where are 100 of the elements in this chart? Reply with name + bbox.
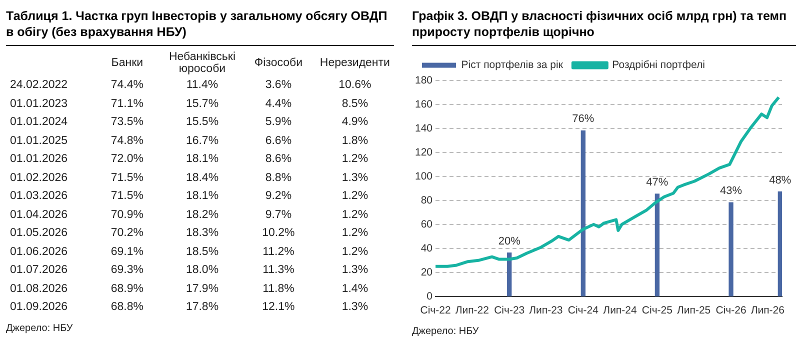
bar xyxy=(778,191,782,296)
y-tick-label: 140 xyxy=(414,122,433,134)
data-label: 11.3% xyxy=(262,263,296,278)
category-label: 01.06.2026 xyxy=(9,244,69,260)
data-label: 70.2% xyxy=(110,226,144,242)
data-label: 6.6% xyxy=(264,134,293,149)
category-label: 01.01.2026 xyxy=(9,152,69,168)
bar xyxy=(728,202,734,296)
data-label: 1.3% xyxy=(340,300,370,316)
data-label: 74.4% xyxy=(110,78,144,94)
data-label: 69.1% xyxy=(110,244,144,260)
data-label: 4.4% xyxy=(264,96,293,112)
data-label: 1.3% xyxy=(340,170,370,186)
data-label: 5.9% xyxy=(264,115,293,130)
x-tick-label: Січ-26 xyxy=(716,304,746,317)
data-label: 3.6% xyxy=(264,78,293,94)
data-label: 74.8% xyxy=(110,134,144,149)
text: Джерело: НБУ xyxy=(412,326,480,337)
text: Таблиця 1. Частка груп Інвесторів у загальному обсягу ОВДП в обігу (без врахування НБУ) xyxy=(6,8,394,46)
legend-label: Ріст портфелів за рік xyxy=(461,59,564,72)
y-tick-label: 40 xyxy=(420,242,433,254)
data-label: 1.2% xyxy=(340,226,370,242)
data-label: 18.4% xyxy=(184,170,220,186)
data-label: 47% xyxy=(646,176,668,188)
data-label: 73.5% xyxy=(110,115,144,130)
data-label: 71.5% xyxy=(110,170,144,186)
chart-title: Графік 3. ОВДП у власності фізичних осіб млрд грн) та темп приросту портфелів щорічно xyxy=(412,8,796,46)
data-label: 70.9% xyxy=(110,208,144,223)
x-tick-label: Січ-22 xyxy=(420,304,451,317)
category-label: 01.05.2026 xyxy=(9,226,69,242)
data-label: 18.3% xyxy=(184,226,220,242)
category-label: 01.07.2026 xyxy=(9,263,69,278)
data-label: 68.9% xyxy=(110,282,144,297)
category-label: 01.01.2025 xyxy=(9,134,69,149)
text: Фізособи xyxy=(253,56,304,71)
category-label: 24.02.2022 xyxy=(9,78,69,94)
data-label: 15.7% xyxy=(184,96,220,112)
text: Банки xyxy=(110,56,144,71)
data-label: 9.7% xyxy=(264,208,293,223)
data-label: 17.8% xyxy=(184,300,220,316)
data-label: 68.8% xyxy=(110,300,144,316)
y-tick-label: 180 xyxy=(414,74,433,86)
data-label: 16.7% xyxy=(184,134,220,149)
data-label: 10.2% xyxy=(261,226,296,242)
category-label: 01.01.2023 xyxy=(9,96,69,112)
data-label: 1.8% xyxy=(340,134,370,149)
category-label: 01.01.2024 xyxy=(9,115,69,130)
text: Джерело: НБУ xyxy=(6,322,74,334)
category-label: 01.03.2026 xyxy=(9,189,69,204)
category-label: 01.09.2026 xyxy=(9,300,69,316)
data-label: 8.8% xyxy=(264,170,293,186)
x-tick-label: Січ-24 xyxy=(568,304,599,317)
category-label: 01.02.2026 xyxy=(9,170,69,186)
data-label: 76% xyxy=(572,113,594,126)
y-tick-label: 80 xyxy=(420,194,433,206)
data-label: 71.5% xyxy=(110,189,144,204)
y-tick-label: 20 xyxy=(420,266,433,278)
data-label: 1.2% xyxy=(340,189,370,204)
data-label: 1.2% xyxy=(340,152,370,168)
x-tick-label: Лип-23 xyxy=(529,304,563,317)
data-label: 72.0% xyxy=(110,152,144,168)
data-label: 15.5% xyxy=(184,115,220,130)
data-label: 20% xyxy=(498,235,521,248)
data-label: 71.1% xyxy=(110,96,144,112)
x-tick-label: Січ-23 xyxy=(494,304,525,317)
data-label: 9.2% xyxy=(264,189,293,204)
data-label: 11.2% xyxy=(262,244,296,260)
text: Нерезиденти xyxy=(318,56,391,71)
data-label: 1.3% xyxy=(340,263,370,278)
y-tick-label: 160 xyxy=(414,98,433,110)
data-label: 18.0% xyxy=(184,263,220,278)
text: Небанківські юрособи xyxy=(168,50,237,76)
data-label: 12.1% xyxy=(261,300,296,316)
y-tick-label: 60 xyxy=(420,218,433,230)
category-label: 01.04.2026 xyxy=(9,208,69,223)
data-label: 4.9% xyxy=(340,115,370,130)
data-label: 69.3% xyxy=(110,263,144,278)
data-label: 1.2% xyxy=(340,208,370,223)
data-label: 18.1% xyxy=(184,152,220,168)
data-label: 18.1% xyxy=(184,189,220,204)
data-label: 43% xyxy=(720,185,742,198)
data-label: 11.8% xyxy=(262,282,296,297)
x-tick-label: Лип-26 xyxy=(750,304,785,317)
y-tick-label: 100 xyxy=(414,170,433,182)
data-label: 1.2% xyxy=(340,244,370,260)
x-tick-label: Січ-25 xyxy=(642,304,673,317)
legend-label: Роздрібні портфелі xyxy=(612,59,705,72)
data-label: 17.9% xyxy=(184,282,220,297)
x-tick-label: Лип-24 xyxy=(603,304,637,317)
bar xyxy=(654,194,660,296)
data-label: 18.2% xyxy=(184,208,220,223)
data-label: 18.5% xyxy=(184,244,220,260)
data-label: 1.4% xyxy=(340,282,370,297)
y-tick-label: 120 xyxy=(414,146,433,158)
x-tick-label: Лип-25 xyxy=(677,304,711,317)
bar xyxy=(580,130,586,296)
data-label: 48% xyxy=(769,174,792,186)
data-label: 8.6% xyxy=(264,152,293,168)
data-label: 10.6% xyxy=(338,78,372,94)
x-tick-label: Лип-22 xyxy=(455,304,490,317)
